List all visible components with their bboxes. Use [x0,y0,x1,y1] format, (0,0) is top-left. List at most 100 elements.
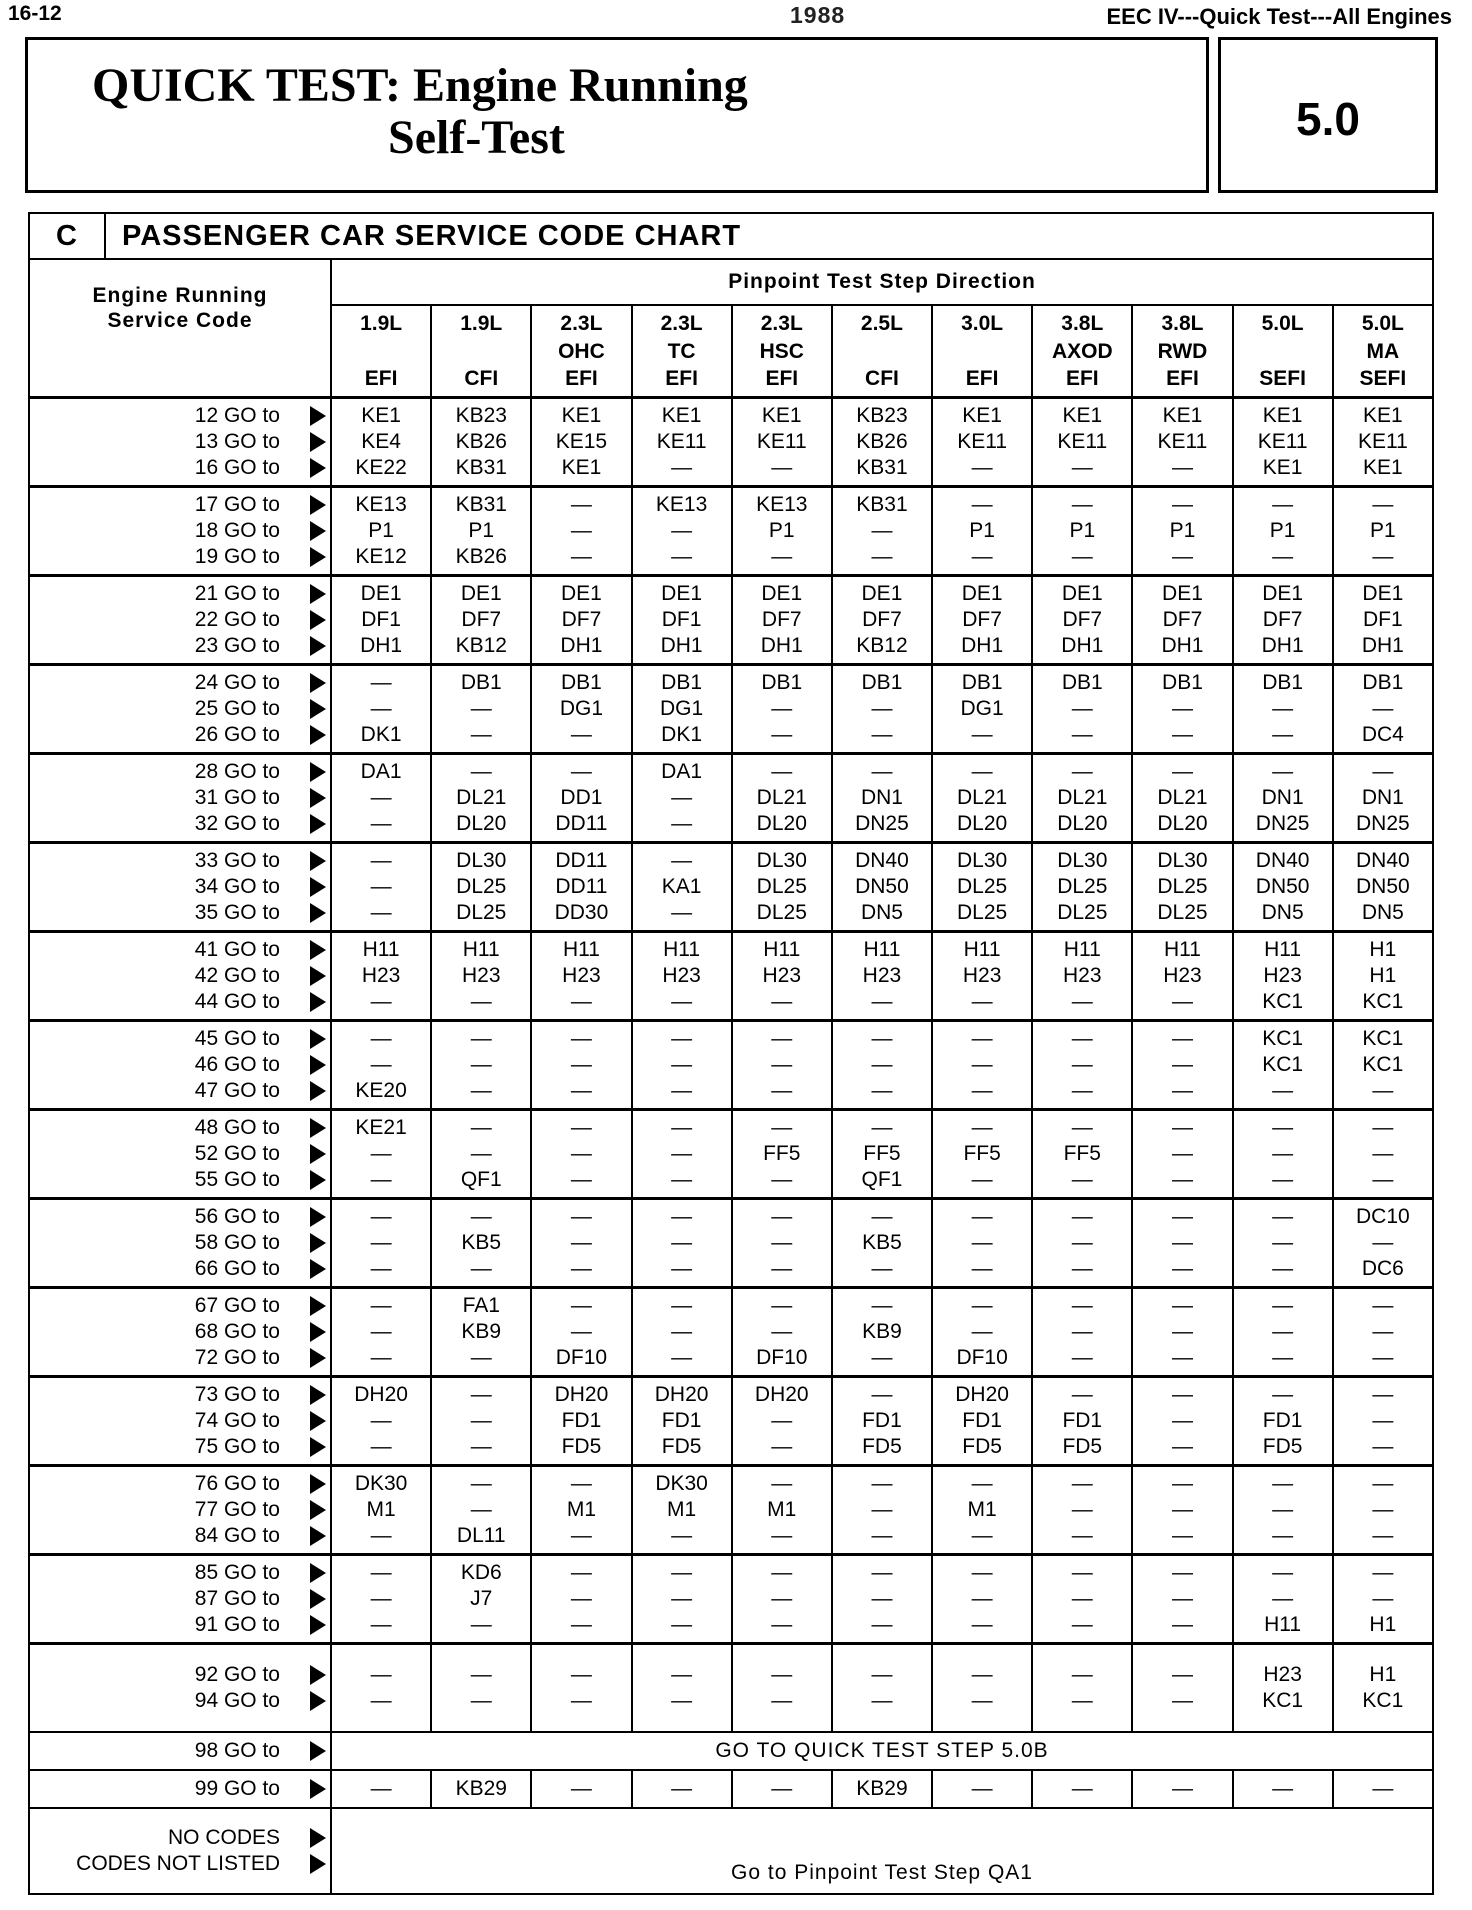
test-step: — [470,1435,492,1458]
test-step: DL21 [1057,786,1108,809]
test-step: — [1071,1320,1093,1343]
test-step-cell: H1 KC1 [1331,1642,1435,1733]
test-step: FD1 [1062,1409,1103,1432]
test-step: — [1071,1205,1093,1228]
test-step-cell: — P1 — [1031,485,1134,577]
service-code-cell: 41 GO to 42 GO to 44 GO to [28,930,332,1022]
arrow-right-icon [310,814,326,835]
year-label: 1988 [790,2,846,28]
table-row-no-codes: NO CODES CODES NOT LISTED Go to Pinpoint T… [28,1807,1434,1895]
test-step: — [1372,1116,1394,1139]
test-step-cell: KE1 KE11 — [730,396,833,488]
test-step-cell: — — — [1131,1375,1234,1467]
test-step: DC4 [1361,723,1404,746]
test-step: — [470,1689,492,1712]
test-step: — [1372,1168,1394,1191]
test-step: — [971,1524,993,1547]
test-step: — [370,1689,392,1712]
test-step-cell: — DD1 DD11 [530,752,633,844]
arrow-right-icon [310,610,326,631]
test-step: DG1 [559,697,604,720]
test-step: FD1 [561,1409,602,1432]
test-step: — [1372,1320,1394,1343]
test-step-cell: — FF5 — [1031,1108,1134,1200]
test-step: — [1372,1524,1394,1547]
test-step: — [971,1168,993,1191]
test-step-cell: DE1 DF7 DH1 [931,574,1034,666]
test-step: — [771,1257,793,1280]
test-step: — [1372,760,1394,783]
test-step: — [470,1027,492,1050]
test-step: — [971,760,993,783]
test-step-cell: H11 H23 — [830,930,934,1022]
test-step: H11 [1163,938,1201,961]
engine-header-line: HSC [759,339,804,363]
test-step: — [470,1205,492,1228]
go-to-label: GO to [223,849,280,872]
engine-header-line: EFI [1166,367,1199,390]
test-step: KC1 [1262,990,1304,1013]
test-step: DL21 [957,786,1008,809]
test-step: — [1171,723,1193,746]
test-step-cell: — FD1 FD5 [1231,1375,1334,1467]
test-step: — [1071,1472,1093,1495]
test-step-cell: — — — [1231,1197,1334,1289]
test-step-cell: DB1 — — [1131,663,1234,755]
test-step: — [971,1587,993,1610]
test-step: — [771,1168,793,1191]
test-step-cell: DC10 — DC6 [1331,1197,1435,1289]
test-step-cell: — — H1 [1331,1553,1435,1645]
test-step: — [671,1524,693,1547]
test-step-cell: DB1 — — [1031,663,1134,755]
test-step-cell: — [931,1769,1034,1809]
code-number: 91 [194,1613,219,1636]
test-step-cell: — — — [1331,1375,1435,1467]
test-step: — [1071,545,1093,568]
test-step: — [370,1613,392,1636]
test-step: M1 [566,1498,597,1521]
test-step: P1 [1069,519,1096,542]
go-to-label: GO to [223,1142,280,1165]
test-step: DN50 [1255,875,1310,898]
test-step-cell: — — — [530,1108,633,1200]
test-step: — [1171,1231,1193,1254]
engine-column-header: 3.0L EFI [931,304,1034,399]
test-step: — [771,545,793,568]
test-step: — [570,1524,592,1547]
go-to-label: GO to [223,1027,280,1050]
code-number: 85 [194,1561,219,1584]
go-to-label: GO to [223,1777,280,1800]
go-to-label: GO to [223,938,280,961]
test-step: — [771,1472,793,1495]
test-step-cell: KE1 KE11 KE1 [1331,396,1435,488]
test-step-cell: H11 H23 — [1031,930,1134,1022]
test-step: — [1171,1587,1193,1610]
test-step: — [1071,990,1093,1013]
test-step-cell: DB1 DG1 DK1 [630,663,733,755]
test-step-cell: — — — [530,1197,633,1289]
go-to-label: GO to [223,519,280,542]
engine-header-line: 1.9L [460,312,503,335]
arrow-right-icon [310,406,326,427]
test-step: — [971,1663,993,1686]
table-row: 45 GO to 46 GO to 47 GO to — — KE20— — — — — — — — — —… [28,1019,1435,1111]
test-step: — [671,545,693,568]
test-step: — [370,1142,392,1165]
test-step-cell: — M1 — [931,1464,1034,1556]
test-step: H11 [462,938,500,961]
arrow-right-icon [310,1741,326,1762]
arrow-right-icon [310,1233,326,1254]
go-to-label: GO to [223,1231,280,1254]
test-step: KA1 [661,875,702,898]
service-code-cell: 17 GO to 18 GO to 19 GO to [28,485,332,577]
test-step: — [971,1205,993,1228]
arrow-right-icon [310,458,326,479]
engine-header-line: TC [667,339,696,363]
test-step-cell: — [530,1769,633,1809]
test-step-cell: — [1331,1769,1435,1809]
test-step: P1 [1169,519,1196,542]
test-step: — [671,1027,693,1050]
test-step: — [771,1053,793,1076]
test-step: — [671,1294,693,1317]
test-step: KE1 [1062,404,1103,427]
